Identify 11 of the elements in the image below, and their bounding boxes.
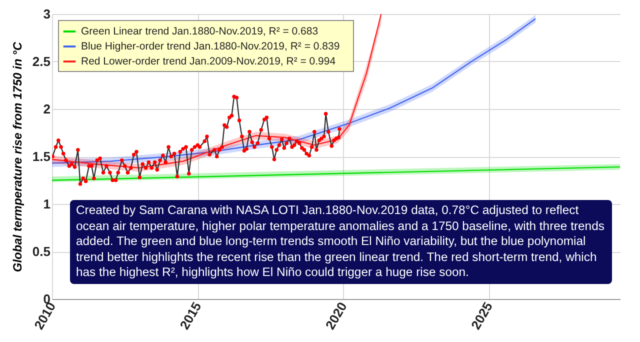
y-tick-label: 2 (43, 102, 50, 116)
legend-label: Red Lower-order trend Jan.2009-Nov.2019, R² = 0.994 (81, 56, 336, 68)
y-tick-label: 2.5 (32, 54, 50, 69)
y-tick-label: 1.5 (32, 149, 50, 164)
annotation: Created by Sam Carana with NASA LOTI Jan.1880-Nov.2019 data, 0.78°C adjusted to reflect ocean air temperature, higher polar temperature anomalies and a 1750 baseline, with three trends added. The green and blue long-term trends smooth El Niño variability, but the blue polynomial trend better highlights the recent rise than the green linear trend. The red short-term trend, which has the highest R², highlights how El Niño could trigger a huge rise soon. (76, 203, 606, 281)
y-tick-label: 1 (43, 196, 50, 212)
legend-label: Green Linear trend Jan.1880-Nov.2019, R² = 0.683 (81, 26, 318, 38)
legend-label: Blue Higher-order trend Jan.1880-Nov.2019, R² = 0.839 (81, 40, 340, 52)
y-tick-label: 3 (43, 6, 50, 22)
y-axis-title: Global termperature rise from 1750 in °C (10, 42, 24, 272)
y-tick-label: 0.5 (32, 244, 50, 259)
